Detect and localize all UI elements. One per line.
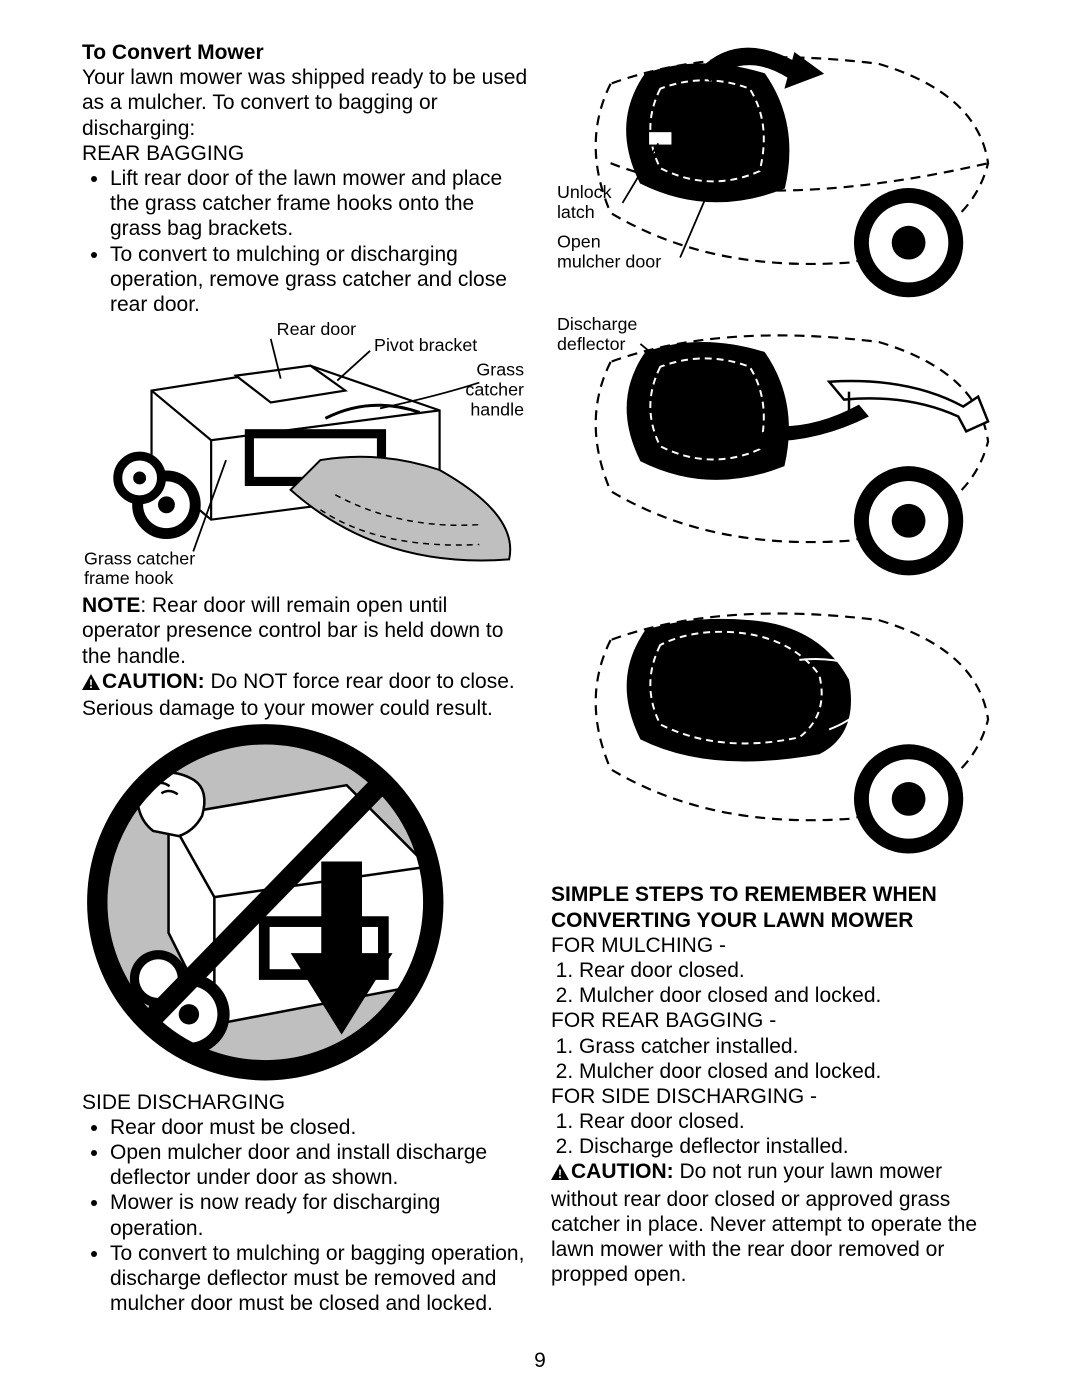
list-item: Grass catcher installed. [579,1034,998,1059]
svg-text:Openmulcher door: Openmulcher door [557,232,661,272]
list-item: Open mulcher door and install discharge … [110,1140,529,1190]
two-column-layout: To Convert Mower Your lawn mower was shi… [82,40,998,1316]
list-item: To convert to mulching or discharging op… [110,242,529,318]
svg-text:Dischargedeflector: Dischargedeflector [557,314,637,354]
right-column: Unlocklatch Openmulcher door [551,40,998,1316]
intro-paragraph: Your lawn mower was shipped ready to be … [82,65,529,141]
list-item: Rear door closed. [579,958,998,983]
caution-label: CAUTION: [102,670,205,693]
note-text: : Rear door will remain open until opera… [82,594,503,667]
caution-label: CAUTION: [571,1160,674,1183]
label-pivot-bracket: Pivot bracket [374,335,477,355]
heading-line-1: SIMPLE STEPS TO REMEMBER WHEN [551,883,937,906]
svg-text:Unlocklatch: Unlocklatch [557,182,612,222]
for-mulching-label: FOR MULCHING - [551,933,998,958]
warning-triangle-icon: ! [82,671,100,696]
list-item: Rear door must be closed. [110,1115,529,1140]
section-heading-convert-mower: To Convert Mower [82,40,529,65]
list-item: Mower is now ready for discharging opera… [110,1190,529,1240]
section-heading-simple-steps: SIMPLE STEPS TO REMEMBER WHEN CONVERTING… [551,882,998,932]
warning-triangle-icon: ! [551,1161,569,1186]
list-item: Rear door closed. [579,1109,998,1134]
svg-text:!: ! [558,1167,562,1180]
caution-paragraph-1: ! CAUTION: Do NOT force rear door to clo… [82,669,529,721]
side-discharging-list: Rear door must be closed. Open mulcher d… [82,1115,529,1317]
caution-paragraph-2: ! CAUTION: Do not run your lawn mower wi… [551,1159,998,1287]
mulching-steps-list: Rear door closed. Mulcher door closed an… [551,958,998,1008]
side-discharging-subhead: SIDE DISCHARGING [82,1090,529,1115]
note-paragraph: NOTE: Rear door will remain open until o… [82,593,529,669]
for-side-discharging-label: FOR SIDE DISCHARGING - [551,1084,998,1109]
list-item: Mulcher door closed and locked. [579,1059,998,1084]
list-item: Mulcher door closed and locked. [579,983,998,1008]
figure-grass-catcher-install: Rear door Pivot bracket Grasscatcherhand… [82,321,529,589]
rear-bagging-list: Lift rear door of the lawn mower and pla… [82,166,529,317]
side-discharging-steps-list: Rear door closed. Discharge deflector in… [551,1109,998,1159]
list-item: Lift rear door of the lawn mower and pla… [110,166,529,242]
figure-mower-steps: Unlocklatch Openmulcher door [551,44,998,878]
rear-bagging-subhead: REAR BAGGING [82,141,529,166]
left-column: To Convert Mower Your lawn mower was shi… [82,40,529,1316]
list-item: To convert to mulching or bagging operat… [110,1241,529,1317]
figure-do-not-force-door [82,719,529,1086]
for-rear-bagging-label: FOR REAR BAGGING - [551,1008,998,1033]
page-number: 9 [0,1348,1080,1373]
svg-text:!: ! [89,677,93,690]
label-rear-door: Rear door [277,321,356,339]
heading-line-2: CONVERTING YOUR LAWN MOWER [551,909,913,932]
svg-text:Grasscatcherhandle: Grasscatcherhandle [465,360,524,420]
rear-bagging-steps-list: Grass catcher installed. Mulcher door cl… [551,1034,998,1084]
list-item: Discharge deflector installed. [579,1134,998,1159]
note-label: NOTE [82,594,140,617]
svg-text:Grass catcherframe hook: Grass catcherframe hook [84,548,195,588]
